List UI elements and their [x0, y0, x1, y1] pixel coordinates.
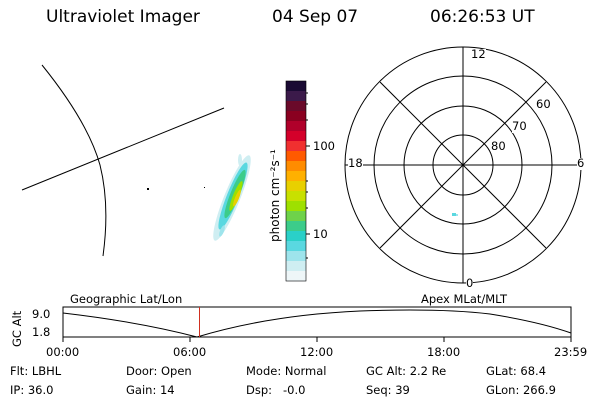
lat-circle-60 — [373, 75, 553, 255]
colorbar-ticks — [306, 92, 310, 259]
meridian-diag-2 — [379, 81, 547, 249]
timeline-x-tick-2: 12:00 — [300, 345, 334, 359]
info-gc-alt: GC Alt: 2.2 Re — [366, 364, 447, 378]
colorbar-tick-100: 100 — [313, 139, 335, 153]
polar-grid — [344, 46, 582, 284]
colorbar-cell — [286, 151, 306, 162]
colorbar-cell — [286, 211, 306, 222]
colorbar-cell — [286, 161, 306, 172]
mlt-label-18: 18 — [348, 156, 363, 170]
latitude-line — [21, 107, 225, 191]
mlt-label-0: 0 — [466, 276, 474, 290]
info-ip: IP: 36.0 — [10, 383, 54, 397]
timeline-x-tick-4: 23:59 — [554, 345, 588, 359]
info-dsp: Dsp: -0.0 — [246, 383, 306, 397]
timeline-x-tick-3: 18:00 — [427, 345, 461, 359]
geographic-grid — [21, 64, 225, 257]
colorbar-cell — [286, 91, 306, 102]
timeline-frame — [62, 306, 572, 338]
info-seq: Seq: 39 — [366, 383, 410, 397]
longitude-line — [41, 64, 107, 257]
altitude-curve — [62, 309, 572, 338]
timeline-left-title: Geographic Lat/Lon — [70, 292, 183, 306]
timeline-x-tick-1: 06:00 — [173, 345, 207, 359]
colorbar-cell — [286, 271, 306, 282]
lat-label-70: 70 — [512, 119, 527, 133]
colorbar-cell — [286, 181, 306, 192]
timeline-y-tick-high: 9.0 — [32, 307, 51, 321]
info-mode: Mode: Normal — [246, 364, 327, 378]
timeline-right-title: Apex MLat/MLT — [421, 292, 508, 306]
lat-label-60: 60 — [536, 97, 551, 111]
colorbar-cell — [286, 241, 306, 252]
lat-circle-70 — [403, 105, 523, 225]
colorbar-cell — [286, 141, 306, 152]
colorbar-tick-10: 10 — [313, 227, 328, 241]
meridian-diag-1 — [379, 81, 547, 249]
dot-marks — [147, 187, 205, 190]
colorbar-cell — [286, 131, 306, 142]
colorbar-cell — [286, 261, 306, 272]
info-glon: GLon: 266.9 — [486, 383, 556, 397]
polar-emission-spot — [452, 213, 458, 216]
info-filter: Flt: LBHL — [10, 364, 62, 378]
colorbar-cell — [286, 251, 306, 262]
timeline-x-tick-0: 00:00 — [46, 345, 80, 359]
mlt-label-6: 6 — [577, 156, 585, 170]
timeline-x-ticks — [62, 337, 572, 342]
info-door: Door: Open — [126, 364, 192, 378]
info-glat: GLat: 68.4 — [486, 364, 547, 378]
mlt-label-12: 12 — [471, 47, 486, 61]
lat-label-80: 80 — [491, 139, 506, 153]
instrument-title: Ultraviolet Imager — [46, 7, 200, 27]
colorbar-units-label: photon cm⁻²s⁻¹ — [268, 149, 282, 242]
colorbar-cell — [286, 111, 306, 122]
colorbar-cell — [286, 221, 306, 232]
info-gain: Gain: 14 — [126, 383, 175, 397]
colorbar-cell — [286, 81, 306, 92]
lat-circle-80 — [432, 134, 494, 196]
colorbar-cell — [286, 231, 306, 242]
colorbar-cell — [286, 101, 306, 112]
colorbar-cell — [286, 171, 306, 182]
timeline-y-tick-low: 1.8 — [32, 325, 51, 339]
colorbar-cells — [286, 81, 306, 282]
colorbar-cell — [286, 201, 306, 212]
time-label: 06:26:53 UT — [430, 7, 535, 27]
date-label: 04 Sep 07 — [272, 7, 359, 27]
colorbar-cell — [286, 191, 306, 202]
lat-circle-outer — [344, 46, 582, 284]
timeline-y-axis-label: GC Alt — [10, 310, 24, 347]
colorbar-cell — [286, 121, 306, 132]
auroral-emission — [213, 154, 251, 241]
colorbar-frame — [285, 80, 307, 282]
